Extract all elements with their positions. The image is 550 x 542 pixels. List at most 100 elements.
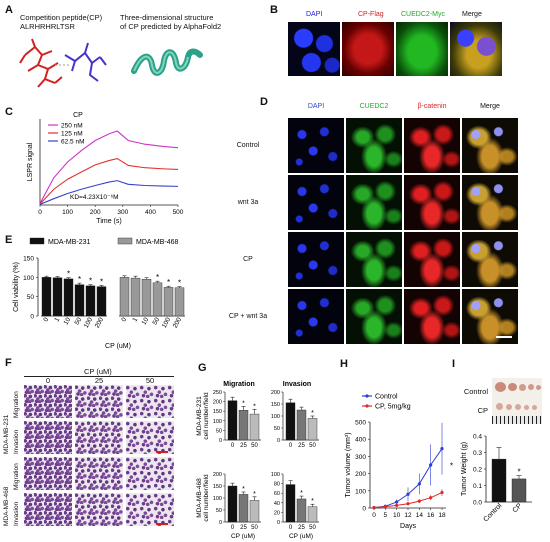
- peptide-stick-model: [19, 38, 107, 88]
- i-y-tick-label: 0.3: [473, 450, 482, 457]
- f-assay-label-0-1: Invasion: [13, 429, 20, 454]
- d-image-r1-c2: [404, 175, 460, 230]
- g-x-tick-label-2-1: 25: [240, 525, 247, 531]
- e-x-tick-label-s0-1: 1: [53, 316, 61, 323]
- d-image-r1-c3: [462, 175, 518, 230]
- d-row-label-3: CP + wnt 3a: [228, 312, 268, 320]
- h-x-tick-label: 14: [416, 512, 424, 519]
- g-ylabel-2: cell number/field: [203, 474, 210, 522]
- g-x-tick-label-2-2: 50: [251, 525, 258, 531]
- b-col-merge: Merge: [462, 11, 482, 18]
- b-cuedc2-myc-image: [396, 22, 448, 76]
- e-x-tick-label-s1-0: 0: [120, 316, 128, 323]
- e-bar-s0-3: [74, 284, 85, 317]
- h-y-tick-label: 500: [355, 420, 366, 427]
- e-bar-s0-0: [41, 277, 52, 317]
- h-x-tick-label: 18: [438, 512, 446, 519]
- d-image-r3-c3: [462, 289, 518, 344]
- tumor-control-3: [519, 384, 526, 391]
- g-xlabel-3: CP (uM): [289, 533, 313, 540]
- g-y-tick-label-0: 150: [213, 409, 222, 415]
- i-row-cp: CP: [477, 406, 488, 415]
- g-title-0: Migration: [223, 381, 255, 388]
- tumor-control-2: [508, 383, 517, 391]
- i-sig-1: *: [517, 468, 520, 477]
- e-y-axis-label: Cell viability (%): [13, 262, 20, 312]
- g-y-tick-label-0: 50: [216, 428, 222, 434]
- e-y-tick-label: 0: [30, 314, 34, 321]
- g-y-tick-label-1: 200: [271, 390, 280, 396]
- f-group-label-0: MDA-MB-231: [3, 414, 10, 454]
- g-row-label-0: MDA-MB-231: [196, 396, 203, 436]
- g-bar-1-2: [307, 418, 318, 441]
- d-col-header-0: DAPI: [307, 103, 325, 110]
- g-y-tick-label-3: 80: [274, 482, 280, 488]
- i-y-tick-label: 0.4: [473, 434, 482, 441]
- g-title-1: Invasion: [283, 381, 311, 388]
- e-bar-s1-1: [130, 277, 141, 317]
- h-point-0-2: [395, 500, 399, 504]
- panel-g-label: G: [198, 362, 207, 374]
- panel-h-label: H: [340, 358, 348, 370]
- f-header-line: [24, 376, 174, 377]
- e-sig-s0-3: *: [78, 275, 81, 284]
- h-point-1-3: [406, 502, 410, 506]
- panel-c-label: C: [5, 106, 13, 118]
- e-x-tick-label-s1-3: 50: [152, 316, 162, 326]
- f-image-1-1-c0: [24, 493, 72, 526]
- g-bar-1-0: [285, 402, 296, 441]
- d-col-header-3: Merge: [480, 103, 500, 110]
- e-x-tick-label-s0-0: 0: [42, 316, 50, 323]
- i-y-tick-label: 0.0: [473, 500, 482, 507]
- g-bar-3-2: [307, 506, 318, 523]
- g-y-tick-label-2: 200: [213, 472, 222, 478]
- g-x-tick-label-1-2: 50: [309, 443, 316, 449]
- ruler-scale: [492, 416, 542, 424]
- h-legend-label-0: Control: [375, 394, 398, 401]
- g-x-tick-label-1-0: 0: [289, 443, 293, 449]
- g-y-tick-label-3: 40: [274, 501, 280, 507]
- d-col-header-1: CUEDC2: [359, 103, 389, 110]
- d-image-r2-c0: [288, 232, 344, 287]
- f-image-1-0-c1: [75, 457, 123, 490]
- f-image-1-1-c2: [126, 493, 174, 526]
- panel-f-label: F: [5, 357, 12, 369]
- g-bar-2-2: [249, 500, 260, 523]
- tumor-cp-2: [506, 404, 512, 410]
- i-y-tick-label: 0.1: [473, 483, 482, 490]
- h-point-0-6: [440, 447, 444, 451]
- b-col-dapi: DAPI: [306, 11, 323, 18]
- f-scale-bar-1: [156, 451, 168, 453]
- c-x-tick-label: 200: [90, 209, 101, 216]
- i-bar-0: [491, 458, 507, 503]
- h-x-tick-label: 5: [384, 512, 388, 519]
- f-image-1-1-c1: [75, 493, 123, 526]
- e-bar-s0-5: [96, 286, 107, 317]
- g-x-tick-label-0-0: 0: [231, 443, 235, 449]
- f-col-2: 50: [145, 376, 155, 385]
- d-image-r2-c1: [346, 232, 402, 287]
- g-bar-2-0: [227, 485, 238, 523]
- peptide-title: Competition peptide(CP): [20, 13, 103, 22]
- tumor-control-1: [495, 382, 506, 392]
- tumor-cp-1: [496, 403, 503, 410]
- f-assay-label-1-0: Migration: [13, 463, 20, 490]
- d-row-label-2: CP: [243, 255, 253, 263]
- d-image-r0-c0: [288, 118, 344, 173]
- g-bar-0-1: [238, 410, 249, 441]
- e-sig-s1-5: *: [178, 279, 181, 288]
- h-point-1-6: [440, 490, 444, 495]
- f-col-0: 0: [45, 376, 51, 385]
- d-image-r0-c3: [462, 118, 518, 173]
- g-bar-2-1: [238, 494, 249, 523]
- tumor-weight-chart: 0.0 0.1 0.2 0.3 0.4 Tumor Weight (g) Control * C…: [461, 434, 532, 523]
- g-y-tick-label-3: 20: [274, 510, 280, 516]
- h-point-0-3: [406, 492, 410, 496]
- g-y-tick-label-0: 200: [213, 400, 222, 406]
- d-scale-bar: [496, 336, 512, 338]
- d-image-r2-c3: [462, 232, 518, 287]
- tumor-cp-3: [515, 404, 521, 410]
- i-x-tick-label-1: CP: [512, 502, 524, 514]
- e-x-tick-label-s0-5: 200: [94, 316, 106, 329]
